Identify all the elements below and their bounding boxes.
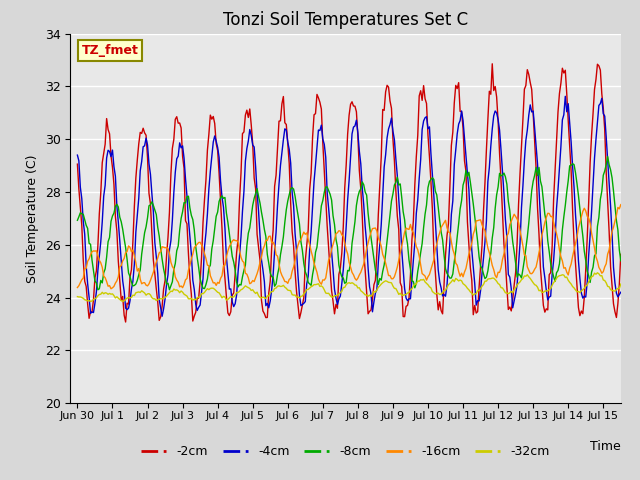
Title: Tonzi Soil Temperatures Set C: Tonzi Soil Temperatures Set C (223, 11, 468, 29)
Y-axis label: Soil Temperature (C): Soil Temperature (C) (26, 154, 39, 283)
Legend: -2cm, -4cm, -8cm, -16cm, -32cm: -2cm, -4cm, -8cm, -16cm, -32cm (136, 441, 555, 464)
Text: Time: Time (590, 440, 621, 453)
Text: TZ_fmet: TZ_fmet (81, 44, 138, 57)
